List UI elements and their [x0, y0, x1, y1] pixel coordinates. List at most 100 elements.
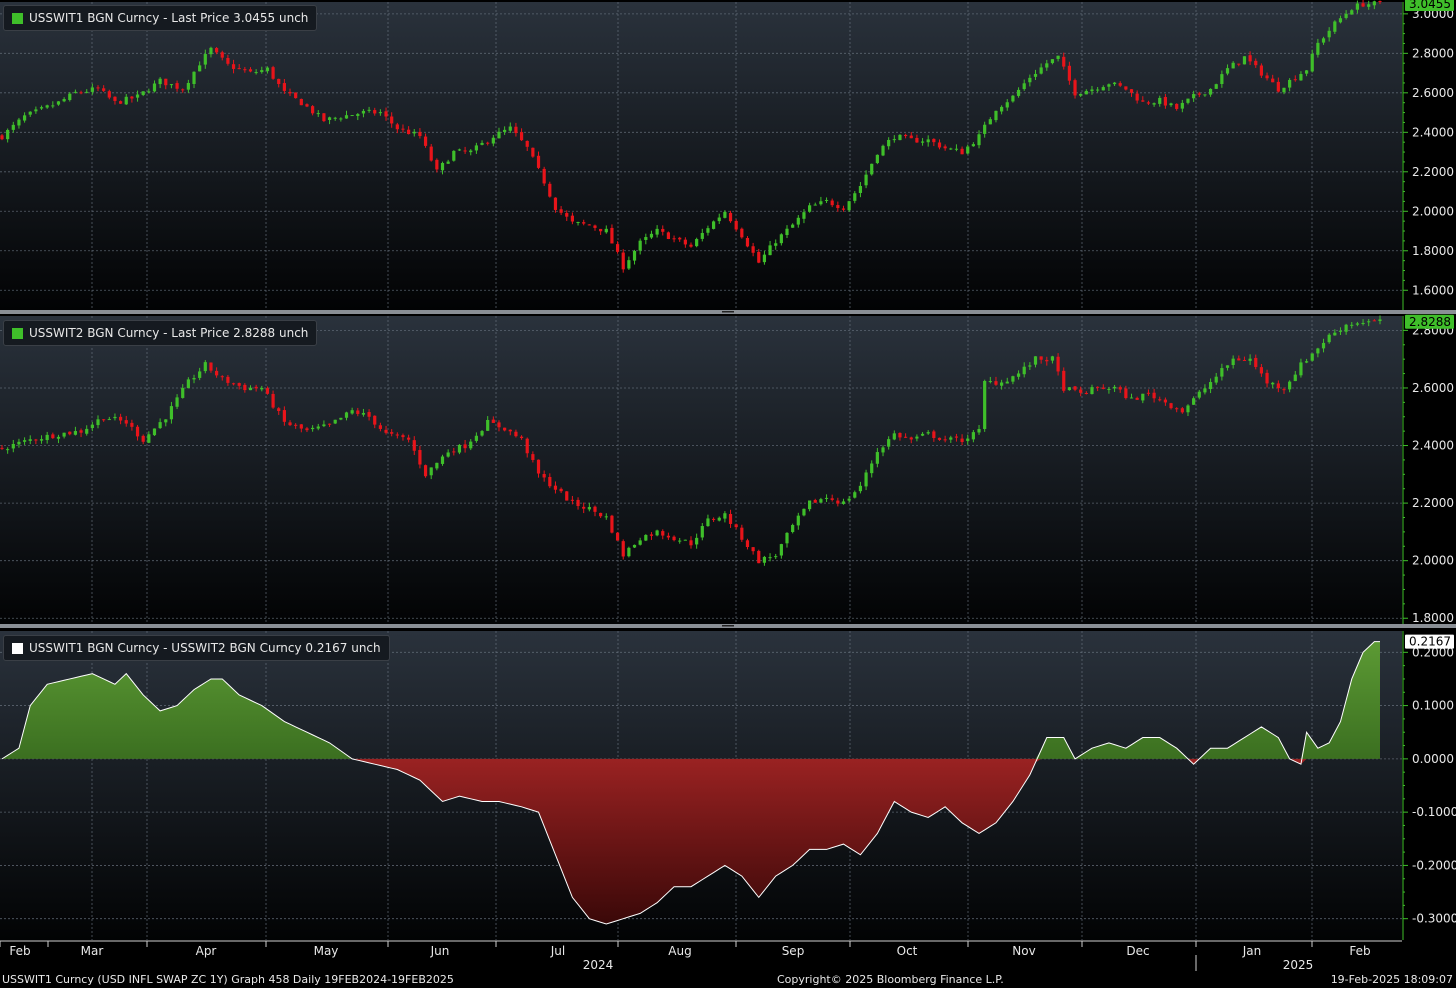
candle-body: [418, 131, 422, 137]
y-axis-background: [1402, 316, 1456, 624]
candle-body: [322, 113, 326, 122]
candle-body: [17, 119, 21, 126]
candle-body: [294, 424, 298, 426]
candle-body: [1254, 60, 1258, 66]
candle-body: [553, 485, 558, 490]
panel1-legend-text: USSWIT1 BGN Curncy - Last Price 3.0455 u…: [29, 11, 309, 25]
candle-body: [486, 142, 490, 144]
spread-line: [1, 641, 1380, 925]
candle-body: [887, 439, 891, 447]
candle-body: [282, 83, 286, 91]
candle-body: [892, 139, 896, 141]
candle-body: [1084, 392, 1088, 394]
divider-grip[interactable]: [722, 625, 734, 627]
candle-body: [1355, 3, 1360, 10]
candle-body: [909, 135, 913, 139]
candle-body: [988, 381, 992, 383]
candle-body: [875, 452, 879, 464]
candle-body: [960, 438, 964, 442]
candle-body: [824, 497, 829, 499]
candle-body: [1129, 397, 1134, 399]
panel2-legend[interactable]: USSWIT2 BGN Curncy - Last Price 2.8288 u…: [3, 320, 318, 346]
candle-body: [469, 441, 473, 449]
candle-body: [175, 397, 179, 407]
candle-body: [909, 437, 913, 440]
candle-body: [1005, 102, 1009, 108]
candle-body: [762, 556, 767, 563]
candle-body: [943, 146, 947, 149]
candle-body: [926, 139, 930, 143]
panel1-legend[interactable]: USSWIT1 BGN Curncy - Last Price 3.0455 u…: [3, 5, 318, 31]
candle-body: [96, 87, 100, 89]
candle-body: [904, 436, 908, 438]
candle-body: [1011, 95, 1015, 102]
x-tick-label-month: Feb: [9, 944, 30, 958]
candle-body: [316, 426, 320, 429]
candle-body: [779, 234, 783, 244]
candle-body: [548, 476, 552, 487]
candle-body: [22, 440, 27, 442]
candle-body: [678, 540, 682, 542]
x-tick-label-month: May: [314, 944, 339, 958]
candle-body: [1028, 77, 1032, 83]
panel3-legend[interactable]: USSWIT1 BGN Curncy - USSWIT2 BGN Curncy …: [3, 635, 390, 661]
divider-grip[interactable]: [722, 311, 734, 313]
candle-body: [1355, 323, 1360, 325]
candle-body: [576, 499, 580, 507]
x-tick-label-month: Apr: [196, 944, 217, 958]
x-tick-label-month: Jun: [430, 944, 450, 958]
candle-body: [1367, 321, 1371, 323]
candle-body: [1163, 97, 1167, 106]
candle-body: [34, 109, 38, 112]
candle-body: [11, 443, 15, 449]
candle-body: [904, 134, 908, 137]
candle-body: [920, 433, 925, 436]
candle-body: [73, 431, 78, 435]
y-tick-label: 2.0000: [1412, 554, 1454, 568]
candle-body: [152, 83, 157, 92]
candle-body: [644, 534, 648, 541]
candle-body: [1242, 360, 1247, 362]
candle-body: [570, 215, 575, 222]
candle-body: [135, 426, 140, 437]
candle-body: [638, 540, 642, 545]
candle-body: [164, 78, 168, 86]
candle-body: [700, 526, 704, 538]
candle-body: [824, 199, 829, 201]
candle-body: [807, 205, 812, 212]
candle-body: [130, 422, 134, 427]
candle-body: [45, 434, 49, 441]
candle-body: [452, 451, 456, 453]
candle-body: [1372, 1, 1376, 6]
candle-body: [525, 140, 529, 147]
candle-body: [39, 107, 44, 109]
candle-body: [802, 212, 806, 219]
candle-body: [1186, 98, 1190, 103]
candle-body: [740, 228, 744, 238]
candle-body: [390, 432, 394, 434]
candle-body: [689, 540, 693, 546]
candle-body: [350, 115, 354, 117]
candle-body: [277, 78, 281, 84]
candle-body: [1186, 405, 1190, 413]
candle-body: [254, 386, 258, 389]
candle-body: [830, 200, 834, 206]
candle-body: [966, 438, 970, 441]
candle-body: [226, 57, 230, 64]
candle-body: [480, 431, 484, 436]
candle-body: [175, 83, 179, 89]
candle-body: [1259, 65, 1264, 76]
candle-body: [1107, 84, 1111, 87]
y-axis-background: [1402, 631, 1456, 940]
candle-body: [271, 393, 275, 408]
candle-body: [1112, 386, 1117, 389]
candle-body: [457, 444, 462, 453]
candle-body: [440, 456, 445, 464]
candle-body: [243, 69, 247, 71]
candle-body: [1101, 87, 1105, 91]
candle-body: [728, 212, 733, 222]
candle-body: [836, 205, 840, 209]
candle-body: [926, 432, 930, 434]
candle-body: [796, 515, 800, 526]
